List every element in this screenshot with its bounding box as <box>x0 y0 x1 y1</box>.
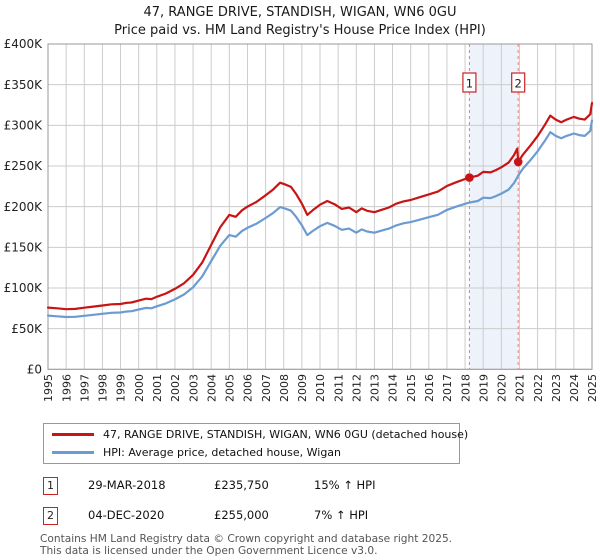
x-tick-label: 2019 <box>477 374 490 402</box>
legend: 47, RANGE DRIVE, STANDISH, WIGAN, WN6 0G… <box>43 423 468 464</box>
sale-number-box <box>462 72 477 93</box>
x-tick-label: 2007 <box>260 374 273 402</box>
x-tick-label: 2008 <box>278 374 291 402</box>
sale-2-number-box: 2 <box>43 507 58 525</box>
x-tick-label: 2010 <box>314 374 327 402</box>
y-tick-label: £300K <box>4 119 44 133</box>
x-tick-label: 1998 <box>97 374 110 402</box>
license-note: Contains HM Land Registry data © Crown c… <box>40 533 453 557</box>
y-tick-label: £150K <box>4 241 44 255</box>
x-tick-label: 2024 <box>568 374 581 402</box>
page-subtitle: Price paid vs. HM Land Registry's House … <box>114 23 486 38</box>
hpi-line-swatch <box>52 451 94 454</box>
x-tick-label: 1995 <box>42 374 55 402</box>
sale-marker <box>465 173 474 182</box>
price-history-chart: 1 2 £0 £50K £100K £150K £200K £250K £300K £350K £4… <box>4 37 600 402</box>
x-tick-label: 2017 <box>441 374 454 402</box>
sale-1-number-box: 1 <box>43 477 58 495</box>
sale-1-date: 29-MAR-2018 <box>88 478 166 492</box>
sale-2-price: £255,000 <box>214 508 269 522</box>
sale-number-label: 1 <box>466 77 473 91</box>
sale-annotation-1: 1 29-MAR-2018 £235,750 15% ↑ HPI <box>0 477 600 495</box>
sale-2-date: 04-DEC-2020 <box>88 508 165 522</box>
hpi-line <box>46 119 594 319</box>
price-paid-line-swatch <box>52 433 94 436</box>
sale-number-box <box>511 72 526 93</box>
x-tick-label: 2021 <box>514 374 527 402</box>
x-tick-label: 2014 <box>387 374 400 402</box>
x-tick-label: 2002 <box>169 374 182 402</box>
x-tick-label: 2011 <box>332 374 345 402</box>
x-tick-label: 2018 <box>459 374 472 402</box>
x-tick-label: 2016 <box>423 374 436 402</box>
x-tick-label: 2013 <box>369 374 382 402</box>
x-tick-label: 2000 <box>133 374 146 402</box>
sale-2-hpi-comparison: 7% ↑ HPI <box>314 508 369 522</box>
copyright-line: Contains HM Land Registry data © Crown c… <box>40 533 453 545</box>
y-tick-label: £50K <box>11 322 43 336</box>
x-tick-label: 2025 <box>586 374 599 402</box>
y-tick-label: £100K <box>4 281 44 295</box>
y-tick-label: £250K <box>4 159 44 173</box>
licence-line: This data is licensed under the Open Gov… <box>40 544 378 557</box>
sale-marker <box>513 157 523 167</box>
x-tick-label: 2023 <box>550 374 563 402</box>
sale-number-label: 2 <box>515 77 522 91</box>
x-tick-label: 2015 <box>405 374 418 402</box>
x-tick-label: 2012 <box>350 374 363 402</box>
y-tick-label: £200K <box>4 200 44 214</box>
y-tick-label: £350K <box>4 78 44 92</box>
x-tick-label: 1997 <box>78 374 91 402</box>
legend-item-hpi: HPI: Average price, detached house, Wiga… <box>52 446 459 460</box>
plot-border <box>47 43 593 370</box>
y-tick-label: £0 <box>27 363 42 377</box>
x-tick-label: 2001 <box>151 374 164 402</box>
page-title: 47, RANGE DRIVE, STANDISH, WIGAN, WN6 0G… <box>143 5 457 20</box>
x-tick-label: 2005 <box>224 374 237 402</box>
y-tick-label: £400K <box>4 37 44 51</box>
x-tick-label: 2003 <box>187 374 200 402</box>
x-tick-label: 1999 <box>115 374 128 402</box>
legend-item-property: 47, RANGE DRIVE, STANDISH, WIGAN, WN6 0G… <box>52 428 468 442</box>
x-tick-label: 2022 <box>532 374 545 402</box>
x-tick-label: 2009 <box>296 374 309 402</box>
legend-label-hpi: HPI: Average price, detached house, Wiga… <box>103 446 342 459</box>
x-tick-label: 2006 <box>242 374 255 402</box>
sale-1-hpi-comparison: 15% ↑ HPI <box>314 478 376 492</box>
legend-label-property: 47, RANGE DRIVE, STANDISH, WIGAN, WN6 0G… <box>103 428 469 441</box>
sale-1-price: £235,750 <box>214 478 269 492</box>
x-tick-label: 2020 <box>496 374 509 402</box>
x-tick-label: 2004 <box>205 374 218 402</box>
x-tick-label: 1996 <box>60 374 73 402</box>
sale-annotation-2: 2 04-DEC-2020 £255,000 7% ↑ HPI <box>0 507 600 525</box>
